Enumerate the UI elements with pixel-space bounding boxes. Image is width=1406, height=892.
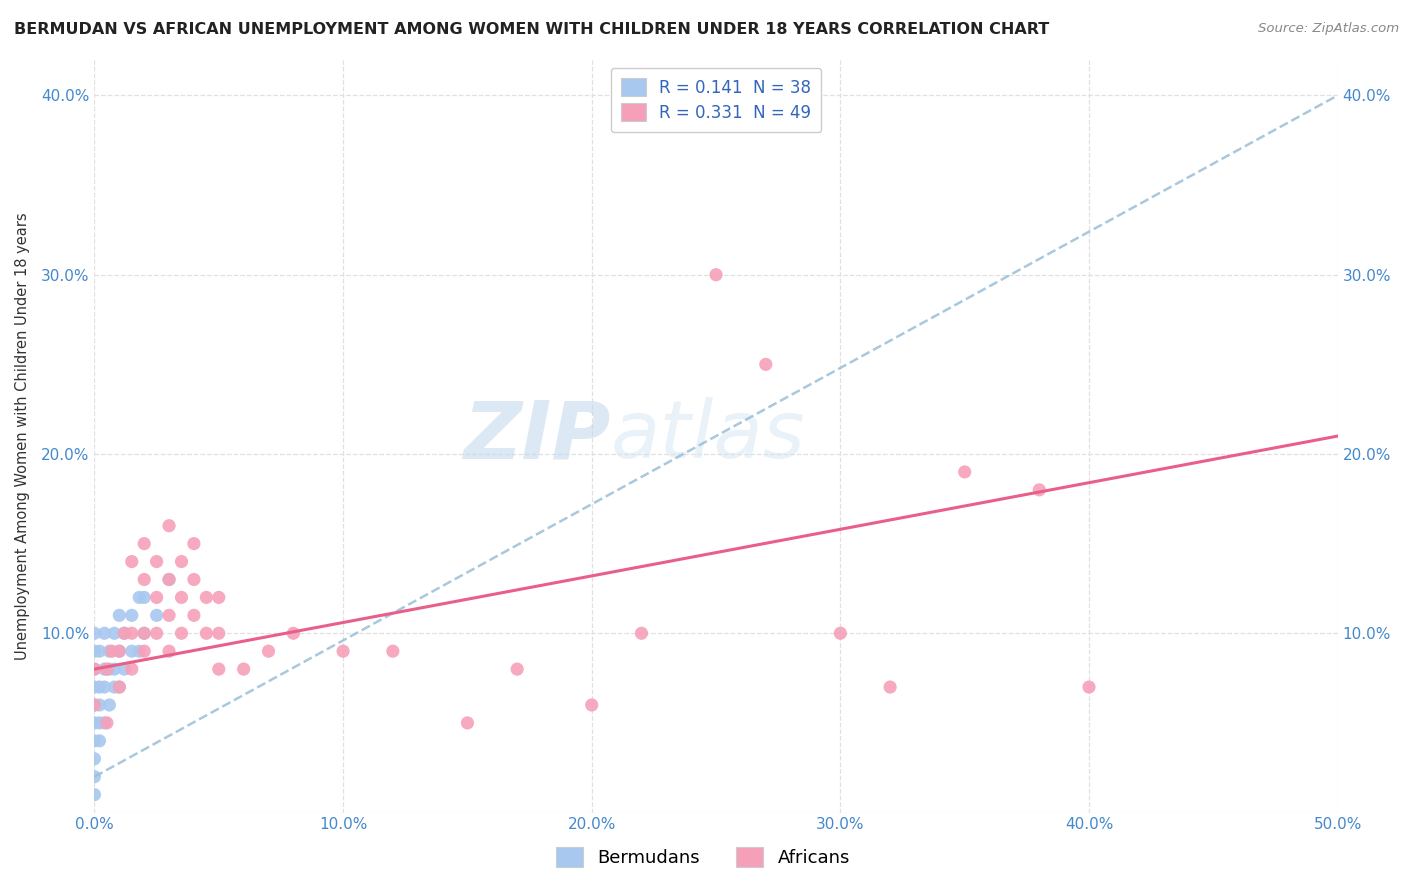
Point <box>134 626 156 640</box>
Point <box>98 698 121 712</box>
Point <box>121 662 143 676</box>
Point <box>170 626 193 640</box>
Point <box>755 357 778 371</box>
Legend: R = 0.141  N = 38, R = 0.331  N = 49: R = 0.141 N = 38, R = 0.331 N = 49 <box>610 68 821 132</box>
Point <box>208 662 231 676</box>
Point <box>112 662 135 676</box>
Point <box>89 680 111 694</box>
Point <box>145 555 167 569</box>
Point <box>145 591 167 605</box>
Point <box>83 715 105 730</box>
Point <box>704 268 727 282</box>
Point <box>89 734 111 748</box>
Point <box>101 644 124 658</box>
Point <box>257 644 280 658</box>
Point <box>83 734 105 748</box>
Point <box>89 715 111 730</box>
Point <box>83 662 105 676</box>
Point <box>93 680 115 694</box>
Point <box>157 573 180 587</box>
Point <box>89 698 111 712</box>
Point <box>103 680 125 694</box>
Point <box>1028 483 1050 497</box>
Point <box>83 644 105 658</box>
Point <box>157 608 180 623</box>
Point <box>208 591 231 605</box>
Point <box>195 626 218 640</box>
Point <box>1078 680 1101 694</box>
Point <box>96 662 118 676</box>
Point <box>506 662 529 676</box>
Point <box>83 698 105 712</box>
Point <box>134 644 156 658</box>
Point <box>953 465 976 479</box>
Point <box>134 536 156 550</box>
Point <box>83 698 105 712</box>
Point <box>103 626 125 640</box>
Point <box>89 644 111 658</box>
Point <box>208 626 231 640</box>
Point <box>456 715 478 730</box>
Point <box>157 573 180 587</box>
Text: BERMUDAN VS AFRICAN UNEMPLOYMENT AMONG WOMEN WITH CHILDREN UNDER 18 YEARS CORREL: BERMUDAN VS AFRICAN UNEMPLOYMENT AMONG W… <box>14 22 1049 37</box>
Point <box>830 626 852 640</box>
Point <box>93 626 115 640</box>
Point <box>112 626 135 640</box>
Point <box>128 644 150 658</box>
Point <box>121 626 143 640</box>
Point <box>108 680 131 694</box>
Point <box>170 555 193 569</box>
Point <box>121 608 143 623</box>
Point <box>83 752 105 766</box>
Point <box>332 644 354 658</box>
Point <box>170 591 193 605</box>
Point <box>157 644 180 658</box>
Point <box>98 662 121 676</box>
Point <box>93 715 115 730</box>
Point <box>581 698 603 712</box>
Legend: Bermudans, Africans: Bermudans, Africans <box>548 839 858 874</box>
Point <box>83 662 105 676</box>
Point <box>157 518 180 533</box>
Point <box>145 626 167 640</box>
Text: atlas: atlas <box>610 397 806 475</box>
Point <box>183 536 205 550</box>
Point <box>103 662 125 676</box>
Point <box>183 573 205 587</box>
Point <box>195 591 218 605</box>
Text: ZIP: ZIP <box>463 397 610 475</box>
Point <box>879 680 901 694</box>
Point <box>283 626 305 640</box>
Point <box>93 662 115 676</box>
Point <box>83 626 105 640</box>
Point <box>630 626 652 640</box>
Point <box>83 788 105 802</box>
Point <box>108 680 131 694</box>
Point <box>108 644 131 658</box>
Point <box>145 608 167 623</box>
Point <box>134 591 156 605</box>
Point <box>128 591 150 605</box>
Point <box>121 644 143 658</box>
Point <box>381 644 404 658</box>
Point <box>183 608 205 623</box>
Y-axis label: Unemployment Among Women with Children Under 18 years: Unemployment Among Women with Children U… <box>15 212 30 660</box>
Point <box>108 608 131 623</box>
Point <box>112 626 135 640</box>
Text: Source: ZipAtlas.com: Source: ZipAtlas.com <box>1258 22 1399 36</box>
Point <box>108 644 131 658</box>
Point <box>134 573 156 587</box>
Point <box>98 644 121 658</box>
Point <box>232 662 254 676</box>
Point <box>83 770 105 784</box>
Point <box>134 626 156 640</box>
Point <box>96 715 118 730</box>
Point <box>121 555 143 569</box>
Point <box>83 680 105 694</box>
